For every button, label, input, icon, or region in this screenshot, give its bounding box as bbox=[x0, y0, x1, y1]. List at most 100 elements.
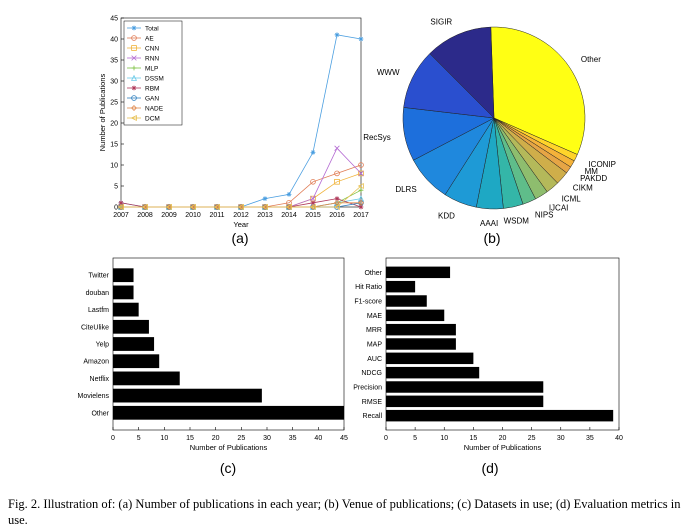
data-point-mlp bbox=[358, 187, 364, 193]
data-point-dcm bbox=[189, 203, 196, 211]
pie-slice-sigir bbox=[429, 26, 495, 119]
data-point-rbm bbox=[358, 204, 364, 210]
legend-marker bbox=[131, 35, 137, 41]
x-tick-label: 2008 bbox=[137, 212, 153, 219]
pie-label: ICML bbox=[562, 194, 582, 203]
bar-mae bbox=[386, 309, 445, 322]
x-tick-label: 0 bbox=[384, 435, 388, 442]
x-tick-label: 0 bbox=[111, 435, 115, 442]
y-axis-title: Number of Publications bbox=[98, 73, 107, 151]
x-tick-label: 20 bbox=[499, 435, 507, 442]
legend-entry: NADE bbox=[145, 106, 164, 113]
x-tick-label: 15 bbox=[469, 435, 477, 442]
x-tick-label: 15 bbox=[186, 435, 194, 442]
data-point-dcm bbox=[285, 203, 292, 211]
y-tick-label: 15 bbox=[110, 142, 118, 149]
category-label: MAP bbox=[367, 342, 383, 349]
x-tick-label: 2014 bbox=[281, 212, 297, 219]
series-line-dcm bbox=[121, 185, 362, 208]
data-point-total bbox=[358, 36, 364, 42]
panel-b-label: (b) bbox=[483, 230, 500, 246]
bar-rmse bbox=[386, 395, 544, 408]
x-tick-label: 2016 bbox=[329, 212, 345, 219]
figure-caption: Fig. 2. Illustration of: (a) Number of p… bbox=[8, 497, 681, 527]
x-axis-title: Number of Publications bbox=[190, 443, 268, 452]
data-point-rnn bbox=[334, 145, 340, 151]
panel-d-label: (d) bbox=[481, 460, 498, 476]
category-label: Other bbox=[364, 270, 382, 277]
data-point-rnn bbox=[358, 170, 364, 177]
pie-label: WWW bbox=[377, 68, 400, 77]
data-point-cnn bbox=[334, 178, 340, 185]
data-point-nade bbox=[358, 199, 364, 206]
bar-mrr bbox=[386, 323, 456, 336]
y-tick-label: 40 bbox=[110, 37, 118, 44]
bar-movielens bbox=[113, 388, 262, 403]
legend-entry: RBM bbox=[145, 86, 159, 93]
x-axis-title: Year bbox=[233, 220, 249, 229]
bar-douban bbox=[113, 285, 134, 300]
bar-amazon bbox=[113, 354, 160, 369]
data-point-total bbox=[310, 150, 316, 155]
category-label: Amazon bbox=[83, 359, 109, 366]
data-point-dcm bbox=[333, 203, 340, 211]
y-tick-label: 5 bbox=[114, 184, 118, 191]
legend-marker bbox=[131, 65, 137, 71]
category-label: Precision bbox=[353, 385, 382, 392]
category-label: Yelp bbox=[96, 342, 109, 349]
legend-entry: CNN bbox=[145, 46, 159, 53]
data-point-cnn bbox=[358, 170, 364, 177]
bar-hit-ratio bbox=[386, 280, 416, 293]
data-point-dcm bbox=[117, 203, 124, 211]
category-label: Hit Ratio bbox=[355, 284, 382, 291]
pie-label: RecSys bbox=[363, 133, 391, 142]
x-tick-label: 2015 bbox=[305, 212, 321, 219]
y-tick-label: 10 bbox=[110, 163, 118, 170]
bar-lastfm bbox=[113, 302, 139, 317]
bar-citeulike bbox=[113, 319, 149, 334]
y-tick-label: 20 bbox=[110, 121, 118, 128]
panel-c-bar-chart: Twitter douban Lastfm CiteUlike Yelp Amazon Ne… bbox=[77, 257, 348, 452]
y-tick-label: 45 bbox=[110, 16, 118, 23]
legend-marker bbox=[131, 85, 137, 91]
legend-entry: Total bbox=[145, 26, 159, 33]
legend-marker bbox=[131, 55, 137, 61]
legend-entry: RNN bbox=[145, 56, 159, 63]
panel-d-bar-chart: Other Hit Ratio F1-score MAE MRR MAP AUC NDCG Pr… bbox=[353, 257, 623, 452]
legend-entry: DSSM bbox=[145, 76, 164, 83]
x-tick-label: 2012 bbox=[233, 212, 249, 219]
legend-entry: AE bbox=[145, 36, 154, 43]
pie-label: MM bbox=[585, 167, 599, 176]
data-point-nade bbox=[334, 199, 340, 206]
data-point-rbm bbox=[118, 200, 124, 206]
data-point-dcm bbox=[165, 203, 172, 211]
data-point-dcm bbox=[213, 203, 220, 211]
legend-marker bbox=[131, 95, 137, 101]
legend-marker bbox=[131, 105, 137, 111]
x-tick-label: 25 bbox=[528, 435, 536, 442]
x-axis-title: Number of Publications bbox=[464, 443, 542, 452]
bar-ndcg bbox=[386, 366, 480, 379]
y-tick-label: 25 bbox=[110, 100, 118, 107]
data-point-ae bbox=[358, 162, 364, 168]
x-tick-label: 2010 bbox=[185, 212, 201, 219]
x-tick-label: 35 bbox=[586, 435, 594, 442]
x-tick-label: 2017 bbox=[353, 212, 369, 219]
x-tick-label: 25 bbox=[237, 435, 245, 442]
bar-precision bbox=[386, 381, 544, 393]
pie-label: Other bbox=[581, 55, 601, 64]
x-tick-label: 40 bbox=[314, 435, 322, 442]
x-tick-label: 20 bbox=[212, 435, 220, 442]
pie-label: KDD bbox=[438, 211, 455, 220]
pie-label: NIPS bbox=[535, 211, 554, 220]
category-label: Lastfm bbox=[88, 307, 109, 314]
x-tick-label: 2007 bbox=[113, 212, 129, 219]
category-label: MAE bbox=[367, 313, 383, 320]
series-line-cnn bbox=[121, 173, 362, 208]
x-tick-label: 2011 bbox=[209, 212, 224, 219]
pie-label: WSDM bbox=[504, 217, 530, 226]
bar-recall bbox=[386, 409, 614, 422]
pie-label: AAAI bbox=[480, 219, 498, 228]
bar-netflix bbox=[113, 371, 180, 386]
